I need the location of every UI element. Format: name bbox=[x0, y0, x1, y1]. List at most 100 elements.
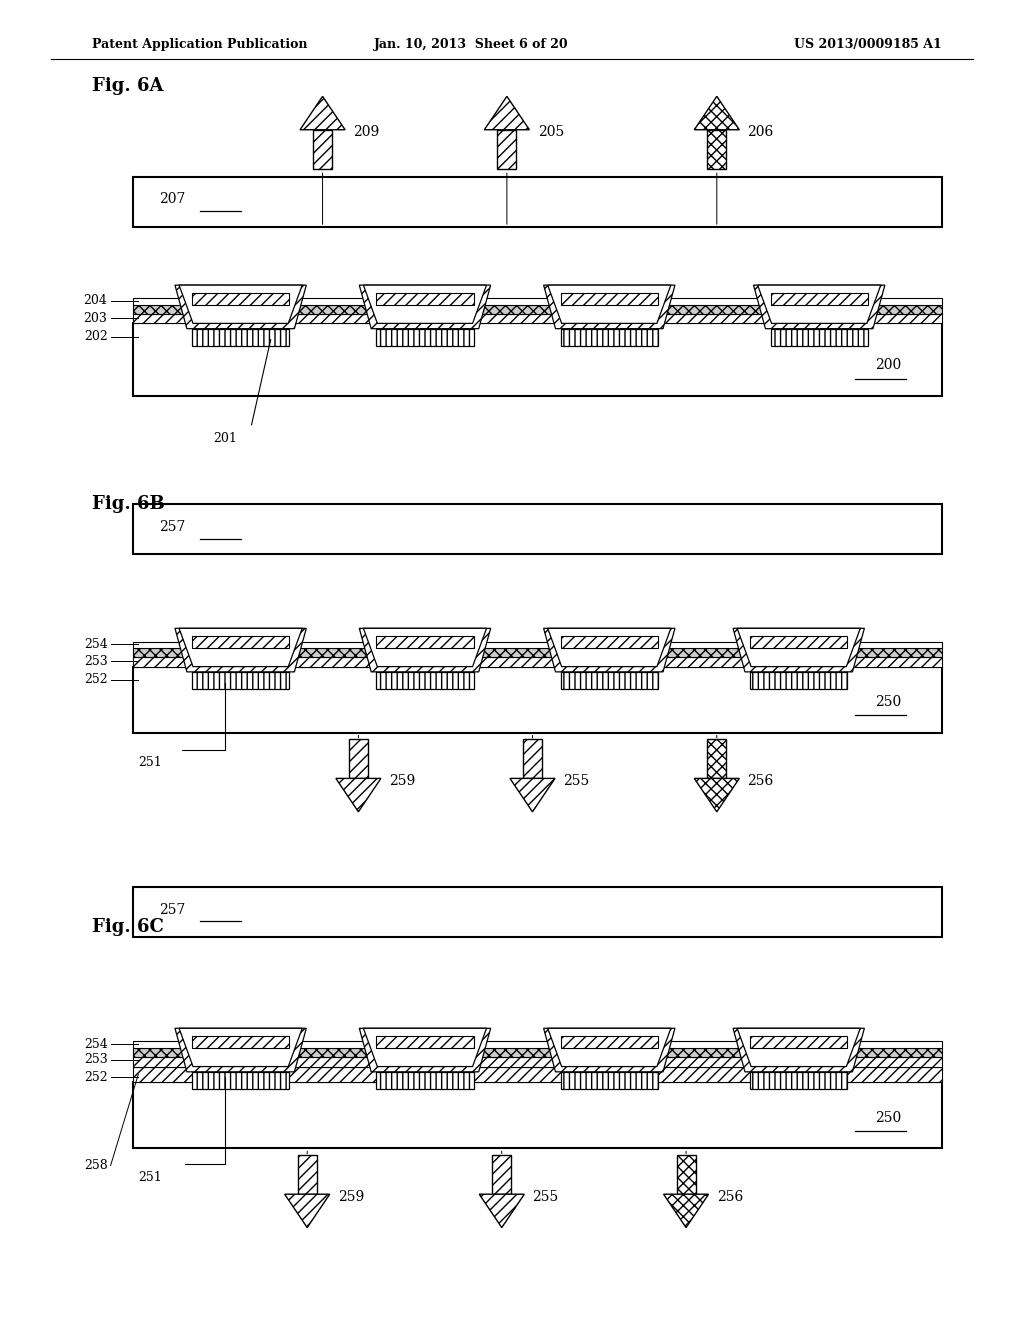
Bar bbox=[133, 642, 942, 648]
Polygon shape bbox=[175, 628, 306, 672]
Text: 203: 203 bbox=[84, 312, 108, 325]
Text: 207: 207 bbox=[159, 193, 185, 206]
Text: Fig. 6C: Fig. 6C bbox=[92, 917, 164, 936]
Polygon shape bbox=[285, 1195, 330, 1228]
Text: 201: 201 bbox=[213, 432, 238, 445]
Text: 205: 205 bbox=[538, 125, 564, 139]
Text: 255: 255 bbox=[532, 1191, 559, 1204]
Text: Fig. 6B: Fig. 6B bbox=[92, 495, 165, 513]
Bar bbox=[193, 293, 289, 305]
Bar bbox=[377, 293, 473, 305]
Text: 251: 251 bbox=[138, 1171, 162, 1184]
Polygon shape bbox=[175, 285, 306, 329]
Bar bbox=[133, 667, 942, 733]
Polygon shape bbox=[548, 1028, 671, 1067]
Bar bbox=[498, 129, 516, 169]
Text: 259: 259 bbox=[338, 1191, 365, 1204]
Text: 250: 250 bbox=[874, 1110, 901, 1125]
Polygon shape bbox=[737, 1028, 860, 1067]
Polygon shape bbox=[733, 1028, 864, 1072]
Bar bbox=[523, 739, 542, 779]
Bar bbox=[133, 1041, 942, 1048]
Text: 204: 204 bbox=[84, 294, 108, 308]
Bar bbox=[133, 1082, 942, 1148]
Bar bbox=[561, 1036, 657, 1048]
Bar bbox=[771, 293, 868, 305]
Text: 252: 252 bbox=[84, 673, 108, 686]
Bar bbox=[193, 1036, 289, 1048]
Text: 256: 256 bbox=[717, 1191, 743, 1204]
Polygon shape bbox=[359, 1028, 490, 1072]
Polygon shape bbox=[364, 628, 486, 667]
Bar bbox=[349, 739, 368, 779]
Bar bbox=[133, 887, 942, 937]
Polygon shape bbox=[359, 628, 490, 672]
Text: 200: 200 bbox=[874, 358, 901, 372]
Bar bbox=[133, 1067, 942, 1082]
Text: 251: 251 bbox=[138, 756, 162, 770]
Text: 253: 253 bbox=[84, 1053, 108, 1067]
Polygon shape bbox=[694, 96, 739, 129]
Bar bbox=[561, 672, 657, 689]
Polygon shape bbox=[548, 285, 671, 323]
Polygon shape bbox=[694, 779, 739, 812]
Bar bbox=[193, 1072, 289, 1089]
Bar bbox=[677, 1155, 695, 1195]
Text: 254: 254 bbox=[84, 638, 108, 651]
Bar bbox=[133, 305, 942, 314]
Bar bbox=[561, 329, 657, 346]
Bar bbox=[708, 129, 726, 169]
Text: 257: 257 bbox=[159, 520, 185, 533]
Text: US 2013/0009185 A1: US 2013/0009185 A1 bbox=[795, 38, 942, 51]
Bar bbox=[561, 1072, 657, 1089]
Polygon shape bbox=[544, 285, 675, 329]
Polygon shape bbox=[758, 285, 881, 323]
Bar bbox=[298, 1155, 316, 1195]
Polygon shape bbox=[300, 96, 345, 129]
Text: 252: 252 bbox=[84, 1071, 108, 1084]
Polygon shape bbox=[664, 1195, 709, 1228]
Text: Patent Application Publication: Patent Application Publication bbox=[92, 38, 307, 51]
Text: Jan. 10, 2013  Sheet 6 of 20: Jan. 10, 2013 Sheet 6 of 20 bbox=[374, 38, 568, 51]
Bar bbox=[133, 648, 942, 657]
Polygon shape bbox=[179, 1028, 302, 1067]
Bar bbox=[750, 636, 848, 648]
Polygon shape bbox=[544, 628, 675, 672]
Bar bbox=[771, 329, 868, 346]
Bar bbox=[493, 1155, 511, 1195]
Bar bbox=[561, 293, 657, 305]
Polygon shape bbox=[336, 779, 381, 812]
Bar bbox=[377, 1072, 473, 1089]
Text: 258: 258 bbox=[84, 1159, 108, 1172]
Bar bbox=[750, 1036, 848, 1048]
Polygon shape bbox=[179, 628, 302, 667]
Text: Fig. 6A: Fig. 6A bbox=[92, 77, 164, 95]
Text: 257: 257 bbox=[159, 903, 185, 916]
Polygon shape bbox=[510, 779, 555, 812]
Bar bbox=[133, 504, 942, 554]
Bar bbox=[313, 129, 332, 169]
Polygon shape bbox=[484, 96, 529, 129]
Bar bbox=[377, 672, 473, 689]
Polygon shape bbox=[754, 285, 885, 329]
Text: 259: 259 bbox=[389, 775, 416, 788]
Polygon shape bbox=[179, 285, 302, 323]
Bar bbox=[133, 177, 942, 227]
Polygon shape bbox=[175, 1028, 306, 1072]
Bar bbox=[193, 636, 289, 648]
Text: 202: 202 bbox=[84, 330, 108, 343]
Bar bbox=[133, 1057, 942, 1067]
Bar bbox=[133, 1048, 942, 1057]
Text: 253: 253 bbox=[84, 655, 108, 668]
Bar bbox=[561, 636, 657, 648]
Polygon shape bbox=[364, 285, 486, 323]
Bar bbox=[133, 657, 942, 667]
Bar bbox=[133, 314, 942, 323]
Text: 254: 254 bbox=[84, 1038, 108, 1051]
Text: 209: 209 bbox=[353, 125, 380, 139]
Polygon shape bbox=[548, 628, 671, 667]
Text: 256: 256 bbox=[748, 775, 774, 788]
Polygon shape bbox=[544, 1028, 675, 1072]
Polygon shape bbox=[359, 285, 490, 329]
Bar bbox=[708, 739, 726, 779]
